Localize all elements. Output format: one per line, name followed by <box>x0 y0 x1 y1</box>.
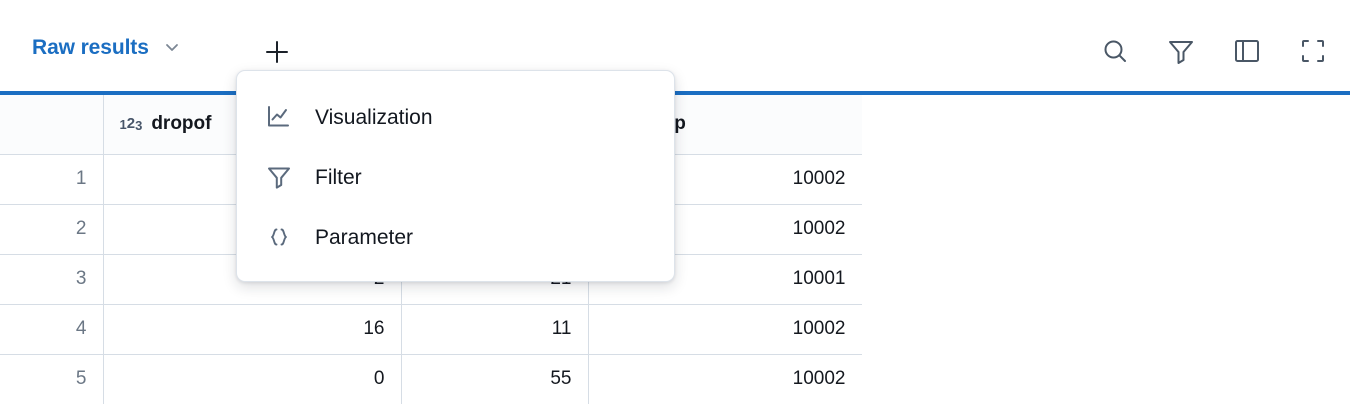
cell-pickup-zip[interactable]: 10002 <box>588 304 862 355</box>
toggle-panel-button[interactable] <box>1226 30 1268 72</box>
tab-raw-results-label: Raw results <box>32 35 149 59</box>
fullscreen-button[interactable] <box>1292 30 1334 72</box>
menu-item-filter-label: Filter <box>315 165 362 189</box>
row-number-header <box>0 95 104 155</box>
chevron-down-icon[interactable] <box>163 38 181 56</box>
tab-raw-results[interactable]: Raw results <box>0 0 181 94</box>
cell-dropoff[interactable]: 0 <box>103 354 402 404</box>
search-button[interactable] <box>1094 30 1136 72</box>
funnel-icon <box>265 163 293 191</box>
curly-braces-icon <box>265 223 293 251</box>
table-row[interactable]: 5 0 55 10002 <box>0 354 862 404</box>
tab-bar: Raw results <box>0 0 181 94</box>
row-number: 2 <box>0 204 104 255</box>
cell-pickup-zip[interactable]: 10002 <box>588 354 862 404</box>
number-type-icon: 123 <box>119 115 143 134</box>
menu-item-visualization-label: Visualization <box>315 105 433 129</box>
menu-item-filter[interactable]: Filter <box>237 147 674 207</box>
results-toolbar: Raw results <box>0 0 1350 95</box>
row-number: 3 <box>0 254 104 305</box>
active-tab-underline <box>0 91 1350 95</box>
add-cell-button[interactable] <box>258 33 296 71</box>
row-number: 1 <box>0 154 104 205</box>
line-chart-icon <box>265 103 293 131</box>
menu-item-visualization[interactable]: Visualization <box>237 87 674 147</box>
row-number: 4 <box>0 304 104 355</box>
sidebar-panel-icon <box>1235 40 1259 62</box>
filter-button[interactable] <box>1160 30 1202 72</box>
row-number: 5 <box>0 354 104 404</box>
cell-dropoff[interactable]: 16 <box>103 304 402 355</box>
add-cell-menu: Visualization Filter Parameter <box>236 70 675 282</box>
filter-icon <box>1169 41 1193 64</box>
cell-middle[interactable]: 11 <box>401 304 589 355</box>
column-header-label-0: dropof <box>151 113 212 135</box>
table-row[interactable]: 4 16 11 10002 <box>0 304 862 355</box>
plus-icon <box>266 41 288 63</box>
fullscreen-icon <box>1302 40 1324 62</box>
menu-item-parameter-label: Parameter <box>315 225 414 249</box>
search-icon <box>1104 40 1126 62</box>
menu-item-parameter[interactable]: Parameter <box>237 207 674 267</box>
toolbar-actions <box>1094 30 1334 72</box>
cell-middle[interactable]: 55 <box>401 354 589 404</box>
